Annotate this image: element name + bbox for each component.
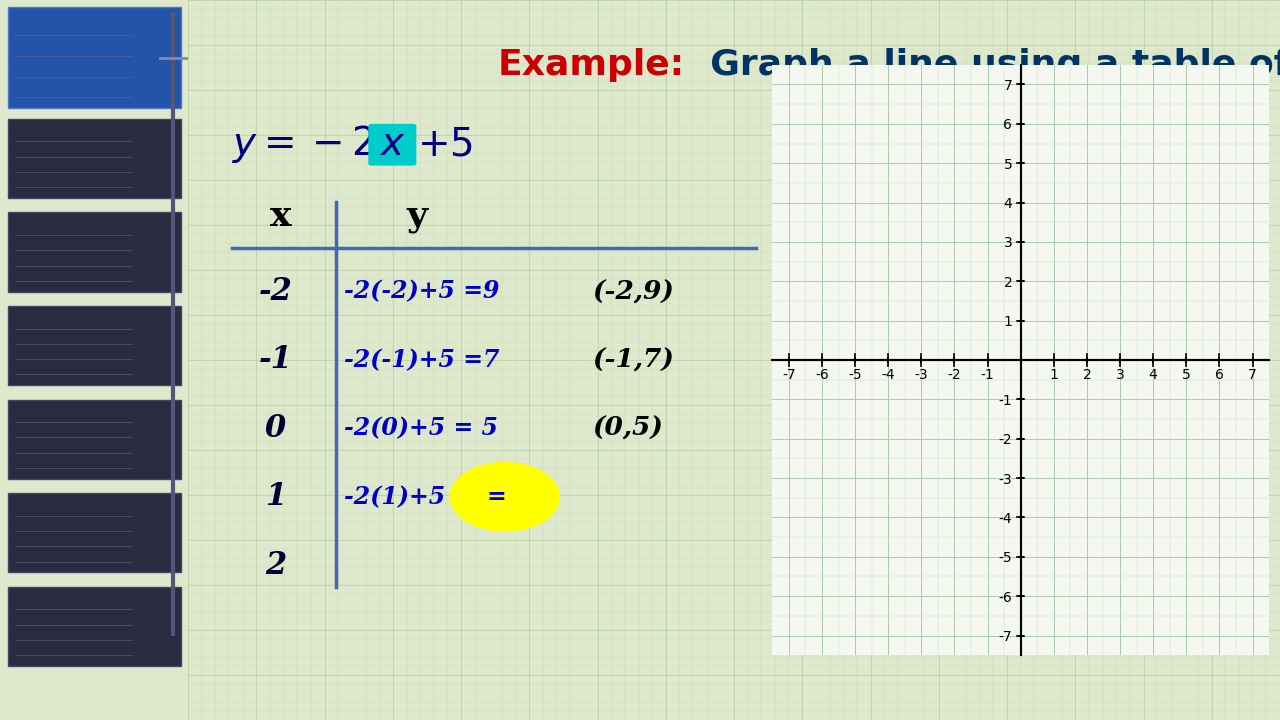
Text: (-1,7): (-1,7)	[593, 348, 675, 372]
Text: =: =	[486, 485, 506, 509]
Text: (0,5): (0,5)	[593, 416, 663, 441]
Text: x: x	[270, 199, 292, 233]
Text: (-2,9): (-2,9)	[593, 279, 675, 304]
Text: Example:: Example:	[498, 48, 685, 82]
Text: $x$: $x$	[379, 125, 406, 163]
Text: Graph a line using a table of values: Graph a line using a table of values	[685, 48, 1280, 82]
Text: -2(-2)+5 =9: -2(-2)+5 =9	[344, 279, 499, 304]
Text: -2(-1)+5 =7: -2(-1)+5 =7	[344, 348, 499, 372]
Text: -2: -2	[259, 276, 292, 307]
Ellipse shape	[451, 463, 559, 531]
Text: $y = -2$: $y = -2$	[232, 123, 374, 165]
Text: 1: 1	[265, 481, 287, 513]
Text: y: y	[407, 199, 428, 233]
Text: 2: 2	[265, 549, 287, 581]
Text: $+ 5$: $+ 5$	[417, 125, 474, 163]
Text: 0: 0	[265, 413, 287, 444]
FancyBboxPatch shape	[369, 124, 416, 166]
Text: -2(1)+5 =: -2(1)+5 =	[344, 485, 474, 509]
Text: -2(0)+5 = 5: -2(0)+5 = 5	[344, 416, 498, 441]
Text: -1: -1	[259, 344, 292, 376]
